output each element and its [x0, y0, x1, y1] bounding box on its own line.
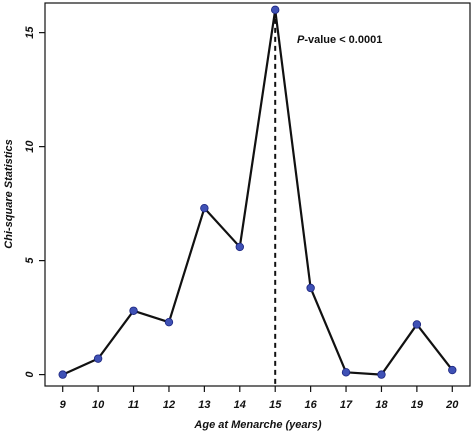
x-tick-label: 19: [411, 399, 424, 411]
x-tick-label: 20: [445, 399, 459, 411]
plot-frame: [44, 2, 471, 387]
y-tick-label: 5: [24, 257, 36, 264]
data-point: [412, 320, 422, 329]
y-tick-label: 10: [24, 140, 36, 153]
x-axis: 9 10 11 12 13 14 15 16 17 18 19 20: [60, 386, 459, 411]
y-tick-label: 15: [24, 26, 36, 39]
y-axis-title: Chi-square Statistics: [3, 139, 15, 248]
data-point: [341, 368, 351, 377]
data-point: [271, 5, 280, 15]
annotation-italic: P: [297, 34, 305, 46]
data-point: [377, 370, 386, 379]
data-points: [58, 5, 457, 379]
data-point: [129, 306, 138, 315]
data-point: [164, 317, 174, 327]
data-point: [306, 283, 315, 293]
annotation-rest: -value < 0.0001: [304, 34, 382, 46]
y-axis: 0 5 10 15: [24, 26, 45, 378]
y-tick-label: 0: [24, 371, 36, 378]
data-point: [58, 370, 67, 379]
annotation: P-value < 0.0001: [297, 34, 382, 46]
x-tick-label: 17: [340, 399, 353, 411]
x-tick-label: 12: [163, 399, 175, 411]
data-point: [93, 354, 103, 363]
data-point: [448, 365, 457, 375]
x-tick-label: 10: [92, 399, 105, 411]
x-tick-label: 16: [305, 399, 318, 411]
data-point: [200, 203, 209, 213]
data-point: [235, 242, 244, 252]
x-tick-label: 9: [60, 399, 67, 411]
x-tick-label: 13: [198, 399, 210, 411]
series-line: [62, 8, 454, 376]
x-axis-title: Age at Menarche (years): [193, 419, 321, 431]
x-tick-label: 11: [128, 399, 139, 411]
x-tick-label: 18: [375, 399, 388, 411]
x-tick-label: 15: [269, 399, 282, 411]
x-tick-label: 14: [234, 399, 246, 411]
